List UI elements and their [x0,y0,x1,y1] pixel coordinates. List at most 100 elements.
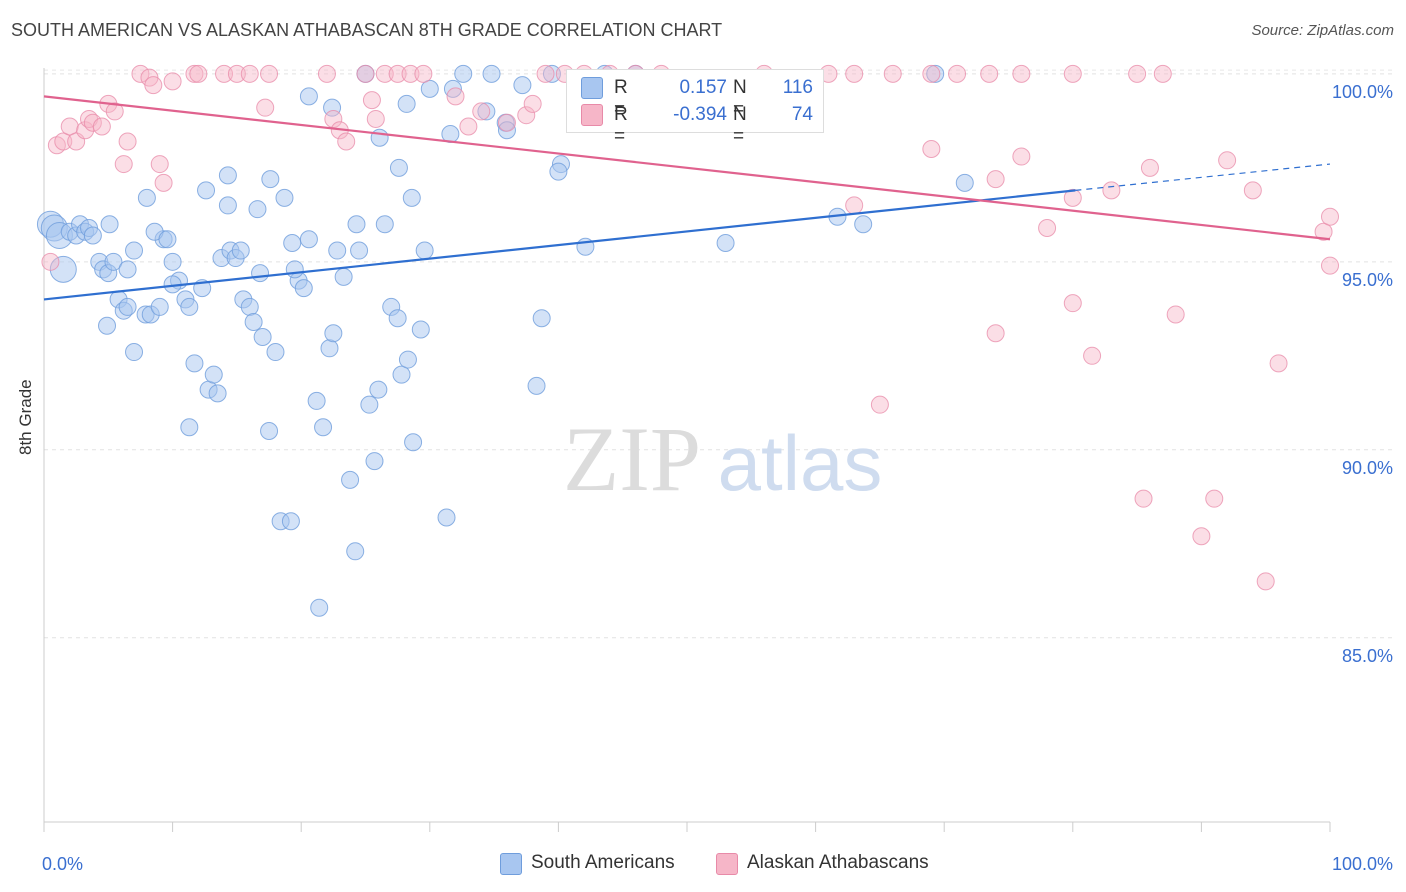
data-point [328,241,347,260]
data-point [1321,256,1339,275]
x-tick-label: 0.0% [42,854,83,874]
n-label: N = [733,104,747,147]
y-tick-label: 90.0% [1342,458,1393,478]
data-point [948,64,967,83]
n-value: 116 [782,77,813,98]
data-point [310,598,329,617]
data-point [125,241,144,260]
series-alaskan-athabascans [41,64,1339,591]
chart-title: SOUTH AMERICAN VS ALASKAN ATHABASCAN 8TH… [11,20,723,40]
data-point [375,64,394,83]
data-point [49,255,77,283]
data-point [955,173,974,192]
data-point [248,200,267,219]
data-point [307,391,326,410]
data-point [131,64,150,83]
series-south-americans [36,64,974,617]
data-point [986,170,1005,189]
data-point [527,376,546,395]
data-point [1102,181,1121,200]
trend-line-south-americans [43,189,1076,301]
n-value: 74 [791,104,813,125]
data-point [443,79,462,98]
data-point [251,264,270,283]
data-point [54,132,73,151]
data-point [497,113,516,132]
data-point [523,94,542,113]
data-point [347,215,366,234]
data-point [1256,572,1275,591]
data-point [392,365,411,384]
data-point [208,384,227,403]
data-point [260,64,279,83]
data-point [845,64,864,83]
data-point [369,380,388,399]
r-value: 0.157 [679,77,727,98]
data-point [98,316,117,335]
data-point [197,181,216,200]
data-point [375,215,394,234]
data-point [253,328,272,347]
data-point [1153,64,1172,83]
trend-lines [43,95,1331,301]
data-point [240,64,259,83]
data-point [1063,64,1082,83]
data-point [118,297,137,316]
y-tick-label: 85.0% [1342,646,1393,666]
data-point [1269,354,1288,373]
data-point [1134,489,1153,508]
y-tick-label: 95.0% [1342,270,1393,290]
data-point [536,64,555,83]
data-point [517,106,536,125]
correlation-legend: R = 0.157 N = 116 R = -0.394 N = 74 [566,69,824,147]
data-point [1218,151,1237,170]
data-point [144,76,163,95]
data-point [180,418,199,437]
data-point [76,121,95,140]
data-point [1012,64,1031,83]
data-point [337,132,356,151]
data-point [320,339,339,358]
legend-label: Alaskan Athabascans [747,852,929,873]
watermark-atlas: atlas [718,419,883,507]
series-legend: South Americans Alaskan Athabascans [0,852,1406,878]
data-point [275,188,294,207]
legend-swatch-pink [716,853,738,875]
data-point [60,117,79,136]
data-point [299,87,318,106]
data-point [477,102,496,121]
axes [43,68,1331,832]
data-point [118,132,137,151]
data-point [341,470,360,489]
grid-lines [44,69,1392,639]
r-label: R = [614,104,628,147]
watermark: ZIP atlas [563,408,882,510]
legend-label: South Americans [531,852,675,873]
data-point [1321,207,1339,226]
source-label: Source: ZipAtlas.com [1251,22,1394,39]
data-point [158,230,177,249]
data-point [104,252,123,271]
data-point [870,395,889,414]
data-point [411,320,430,339]
data-point [163,252,182,271]
data-point [1243,181,1262,200]
data-point [414,64,433,83]
data-point [334,267,353,286]
data-point [204,365,223,384]
data-point [854,215,873,234]
data-point [256,98,275,117]
data-point [388,309,407,328]
data-point [1128,64,1147,83]
data-point [83,113,102,132]
data-point [189,64,208,83]
data-point [532,309,551,328]
n-label: N = [733,77,747,120]
data-point [404,433,423,452]
data-point [356,64,375,83]
data-point [1192,527,1211,546]
data-point [324,324,343,343]
legend-swatch-blue [581,77,603,99]
data-point [137,188,156,207]
